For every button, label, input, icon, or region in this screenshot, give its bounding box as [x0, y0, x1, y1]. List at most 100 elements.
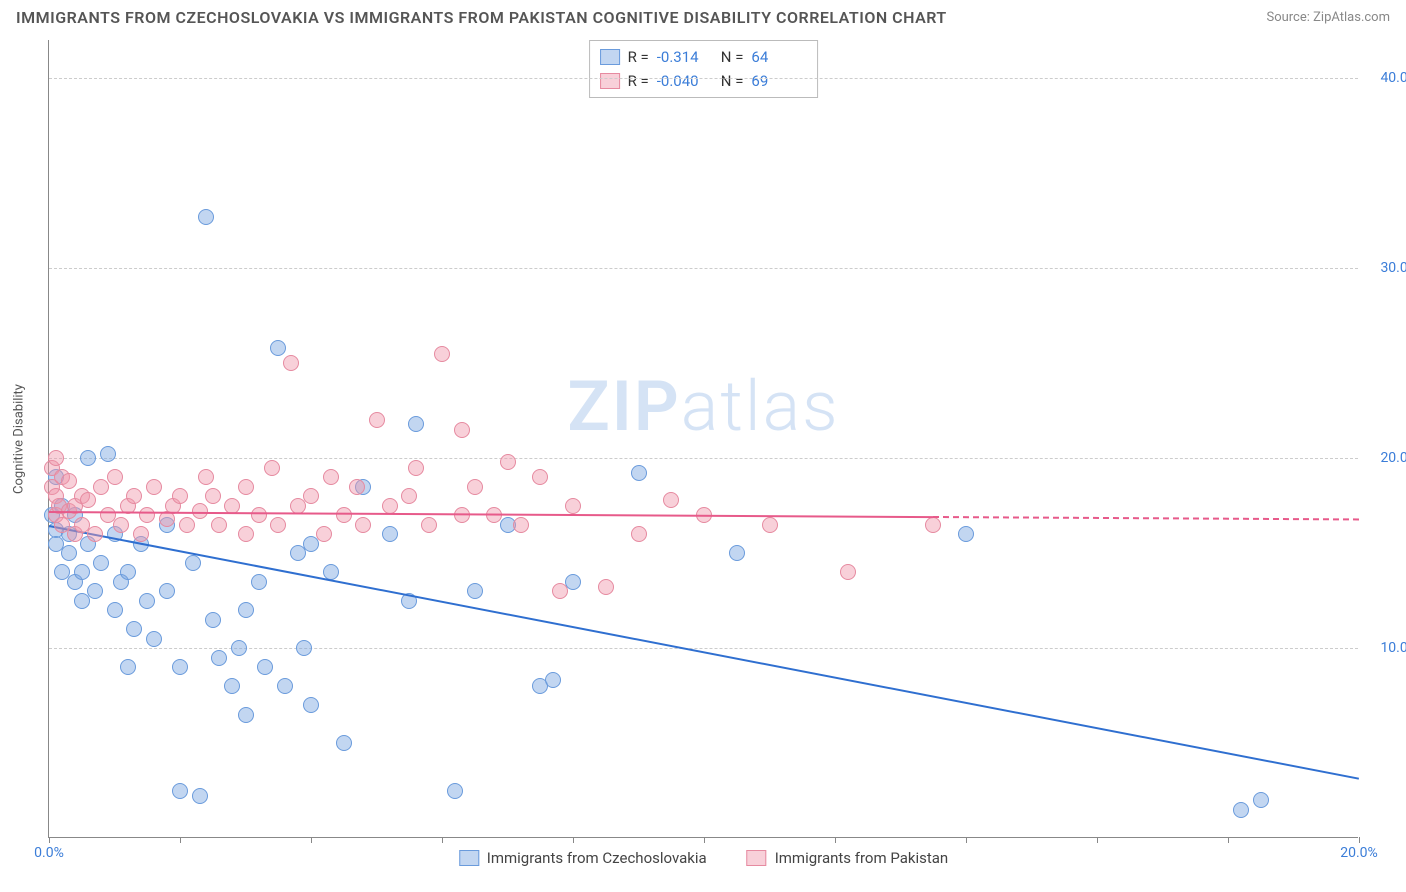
legend-stat-row: R = -0.314N = 64: [600, 45, 808, 69]
data-point: [211, 517, 227, 533]
data-point: [303, 488, 319, 504]
data-point: [1253, 792, 1269, 808]
data-point: [545, 672, 561, 688]
x-tick: [573, 837, 574, 843]
data-point: [159, 583, 175, 599]
legend-stat-row: R = -0.040N = 69: [600, 69, 808, 93]
data-point: [107, 469, 123, 485]
x-tick: [1228, 837, 1229, 843]
gridline: [49, 458, 1358, 459]
data-point: [211, 650, 227, 666]
data-point: [61, 473, 77, 489]
data-point: [349, 479, 365, 495]
data-point: [48, 450, 64, 466]
x-tick-label: 20.0%: [1340, 845, 1378, 861]
data-point: [93, 555, 109, 571]
x-tick: [704, 837, 705, 843]
data-point: [552, 583, 568, 599]
chart-title: IMMIGRANTS FROM CZECHOSLOVAKIA VS IMMIGR…: [16, 8, 947, 27]
data-point: [270, 517, 286, 533]
data-point: [421, 517, 437, 533]
data-point: [532, 469, 548, 485]
data-point: [925, 517, 941, 533]
data-point: [401, 488, 417, 504]
legend-swatch: [600, 73, 620, 89]
data-point: [336, 735, 352, 751]
data-point: [316, 526, 332, 542]
data-point: [408, 416, 424, 432]
y-tick-label: 20.0%: [1363, 450, 1406, 466]
data-point: [205, 612, 221, 628]
data-point: [408, 460, 424, 476]
data-point: [126, 621, 142, 637]
legend-label: Immigrants from Pakistan: [775, 849, 949, 867]
data-point: [369, 412, 385, 428]
watermark: ZIPatlas: [567, 366, 839, 448]
source-label: Source: ZipAtlas.com: [1266, 10, 1390, 25]
data-point: [80, 492, 96, 508]
data-point: [323, 469, 339, 485]
trend-line: [933, 516, 1359, 520]
legend-item: Immigrants from Pakistan: [747, 849, 949, 867]
data-point: [296, 640, 312, 656]
data-point: [336, 507, 352, 523]
data-point: [467, 583, 483, 599]
data-point: [264, 460, 280, 476]
data-point: [958, 526, 974, 542]
data-point: [120, 659, 136, 675]
data-point: [172, 659, 188, 675]
y-tick-label: 30.0%: [1363, 260, 1406, 276]
y-tick-label: 10.0%: [1363, 640, 1406, 656]
data-point: [729, 545, 745, 561]
data-point: [198, 469, 214, 485]
data-point: [146, 631, 162, 647]
x-tick: [442, 837, 443, 843]
legend-swatch: [747, 850, 767, 866]
data-point: [467, 479, 483, 495]
data-point: [238, 707, 254, 723]
data-point: [565, 498, 581, 514]
data-point: [61, 545, 77, 561]
legend-label: Immigrants from Czechoslovakia: [487, 849, 707, 867]
data-point: [107, 602, 123, 618]
data-point: [139, 593, 155, 609]
data-point: [447, 783, 463, 799]
data-point: [270, 340, 286, 356]
data-point: [283, 355, 299, 371]
data-point: [631, 465, 647, 481]
data-point: [382, 526, 398, 542]
data-point: [126, 488, 142, 504]
data-point: [434, 346, 450, 362]
data-point: [355, 517, 371, 533]
data-point: [513, 517, 529, 533]
data-point: [87, 526, 103, 542]
x-tick: [1359, 837, 1360, 843]
x-tick: [835, 837, 836, 843]
data-point: [113, 517, 129, 533]
data-point: [382, 498, 398, 514]
data-point: [277, 678, 293, 694]
data-point: [238, 602, 254, 618]
data-point: [500, 454, 516, 470]
data-point: [303, 697, 319, 713]
x-tick: [966, 837, 967, 843]
data-point: [1233, 802, 1249, 818]
data-point: [224, 678, 240, 694]
data-point: [251, 507, 267, 523]
gridline: [49, 268, 1358, 269]
legend-item: Immigrants from Czechoslovakia: [459, 849, 707, 867]
legend-swatch: [459, 850, 479, 866]
y-tick-label: 40.0%: [1363, 70, 1406, 86]
x-tick: [49, 837, 50, 843]
data-point: [454, 422, 470, 438]
data-point: [257, 659, 273, 675]
data-point: [80, 450, 96, 466]
data-point: [598, 579, 614, 595]
data-point: [238, 479, 254, 495]
data-point: [172, 783, 188, 799]
data-point: [231, 640, 247, 656]
data-point: [172, 488, 188, 504]
gridline: [49, 78, 1358, 79]
x-tick-label: 0.0%: [34, 845, 64, 861]
data-point: [139, 507, 155, 523]
